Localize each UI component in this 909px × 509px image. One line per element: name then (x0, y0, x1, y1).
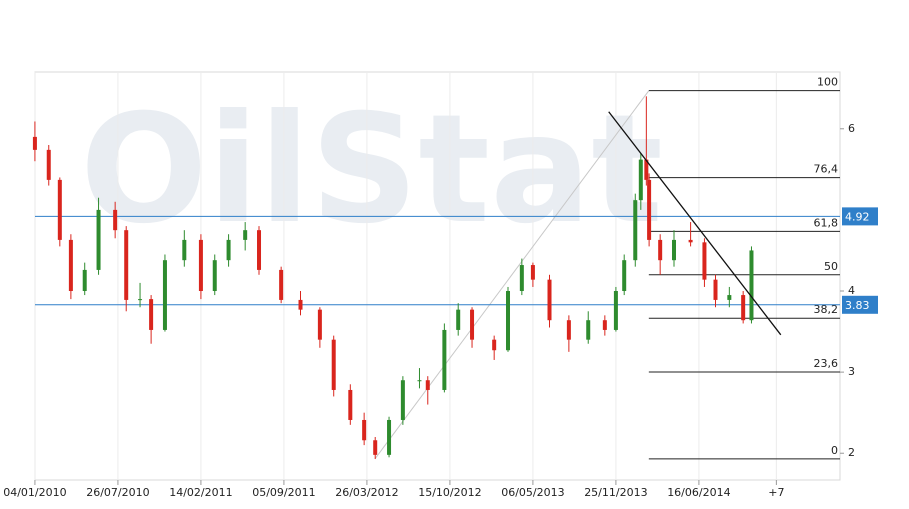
candle-body (470, 309, 475, 340)
candle-body (82, 269, 87, 292)
candle-body (672, 239, 677, 261)
candle-body (362, 419, 367, 441)
x-tick-label: 05/09/2011 (252, 486, 315, 499)
y-tick-label: 6 (848, 122, 855, 135)
candle-body (613, 291, 618, 330)
candle-body (713, 279, 718, 300)
candle-body (317, 309, 322, 340)
candle-body (530, 265, 535, 280)
x-tick-label: 25/11/2013 (584, 486, 647, 499)
x-tick-label: 16/06/2014 (667, 486, 730, 499)
candle-body (586, 320, 591, 340)
candle-body (138, 299, 143, 301)
candle-body (243, 230, 248, 240)
candle-body (519, 265, 524, 292)
candle-body (644, 159, 649, 180)
candle-body (113, 209, 118, 231)
candle-body (749, 250, 754, 321)
hline-tag (842, 207, 878, 226)
fib-level-label: 38,2 (814, 303, 839, 316)
fib-level-label: 50 (824, 260, 838, 273)
x-tick-label: 26/07/2010 (86, 486, 149, 499)
hline-label: 4.92 (845, 210, 870, 223)
candle-body (212, 260, 217, 292)
candle-body (149, 299, 154, 330)
y-tick-label: 4 (848, 284, 855, 297)
hline-tag (842, 295, 878, 314)
candle-body (226, 239, 231, 261)
candle-body (622, 260, 627, 292)
candle-body (506, 291, 511, 351)
candle-body (702, 242, 707, 280)
candle-body (688, 239, 693, 243)
candle-body (547, 279, 552, 321)
candle-body (124, 230, 129, 300)
fib-level-label: 100 (817, 76, 838, 89)
x-tick-label: 06/05/2013 (501, 486, 564, 499)
candle-body (68, 239, 73, 292)
candle-body (32, 136, 37, 150)
candle-body (57, 179, 62, 240)
candle-body (456, 309, 461, 330)
candle-body (279, 269, 284, 300)
candle-body (298, 299, 303, 310)
candle-body (658, 239, 663, 261)
fib-level-label: 0 (831, 444, 838, 457)
candle-body (387, 419, 392, 455)
x-tick-label: +7 (768, 486, 784, 499)
x-tick-label: 26/03/2012 (335, 486, 398, 499)
candle-body (400, 380, 405, 420)
candle-body (348, 389, 353, 420)
x-tick-label: 15/10/2012 (418, 486, 481, 499)
candle-body (373, 440, 378, 455)
candle-body (566, 320, 571, 340)
fib-level-label: 76,4 (814, 163, 839, 176)
y-tick-label: 2 (848, 446, 855, 459)
candle-body (162, 260, 167, 330)
candle-body (257, 230, 262, 270)
candle-body (442, 329, 447, 390)
candle-body (198, 239, 203, 292)
candle-body (96, 209, 101, 270)
fib-level-label: 23,6 (814, 357, 839, 370)
candle-body (46, 149, 51, 180)
trendline (608, 111, 782, 336)
candle-body (182, 239, 187, 261)
x-tick-label: 04/01/2010 (3, 486, 66, 499)
watermark: OilStat (80, 83, 663, 257)
y-tick-label: 3 (848, 365, 855, 378)
candle-body (638, 159, 643, 201)
fib-line (374, 90, 650, 460)
candle-body (331, 339, 336, 390)
candle-body (492, 339, 497, 351)
candle-body (727, 295, 732, 300)
candle-body (425, 380, 430, 390)
candle-body (633, 200, 638, 261)
candle-body (741, 295, 746, 321)
hline-label: 3.83 (845, 299, 870, 312)
candle-body (602, 320, 607, 330)
fib-level-label: 61,8 (814, 216, 839, 229)
candle-body (647, 179, 652, 240)
x-tick-label: 14/02/2011 (169, 486, 232, 499)
candle-body (417, 380, 422, 382)
